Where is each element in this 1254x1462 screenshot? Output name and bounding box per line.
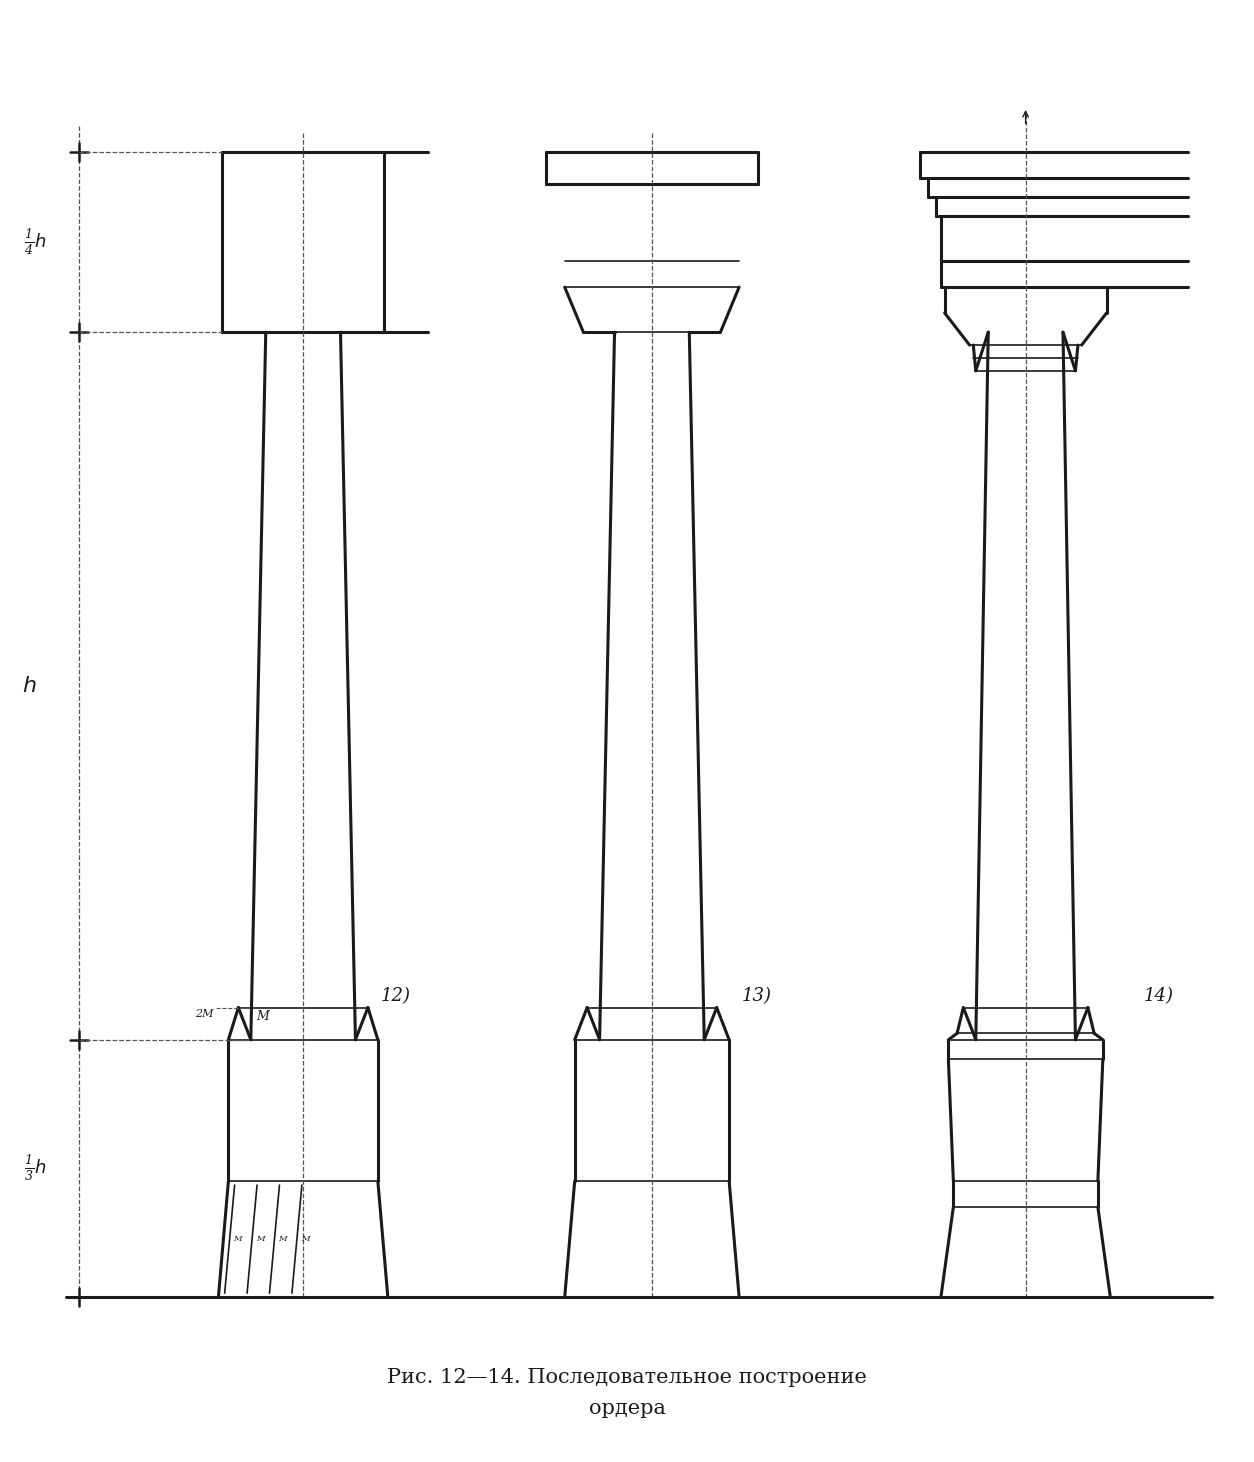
Text: $h$: $h$ xyxy=(21,675,36,697)
Text: 13): 13) xyxy=(741,987,771,1006)
Text: $\mathregular{\frac{1}{4}}h$: $\mathregular{\frac{1}{4}}h$ xyxy=(24,227,46,257)
Text: M: M xyxy=(301,1235,310,1243)
Text: Рис. 12—14. Последовательное построение
ордера: Рис. 12—14. Последовательное построение … xyxy=(387,1368,867,1418)
Text: M: M xyxy=(233,1235,242,1243)
Text: 14): 14) xyxy=(1144,987,1174,1006)
Text: 12): 12) xyxy=(380,987,410,1006)
Text: $\mathregular{\frac{1}{3}}h$: $\mathregular{\frac{1}{3}}h$ xyxy=(24,1154,46,1183)
Text: M: M xyxy=(256,1235,265,1243)
Text: 2M: 2M xyxy=(194,1009,213,1019)
Text: M: M xyxy=(256,1010,268,1023)
Text: M: M xyxy=(278,1235,287,1243)
